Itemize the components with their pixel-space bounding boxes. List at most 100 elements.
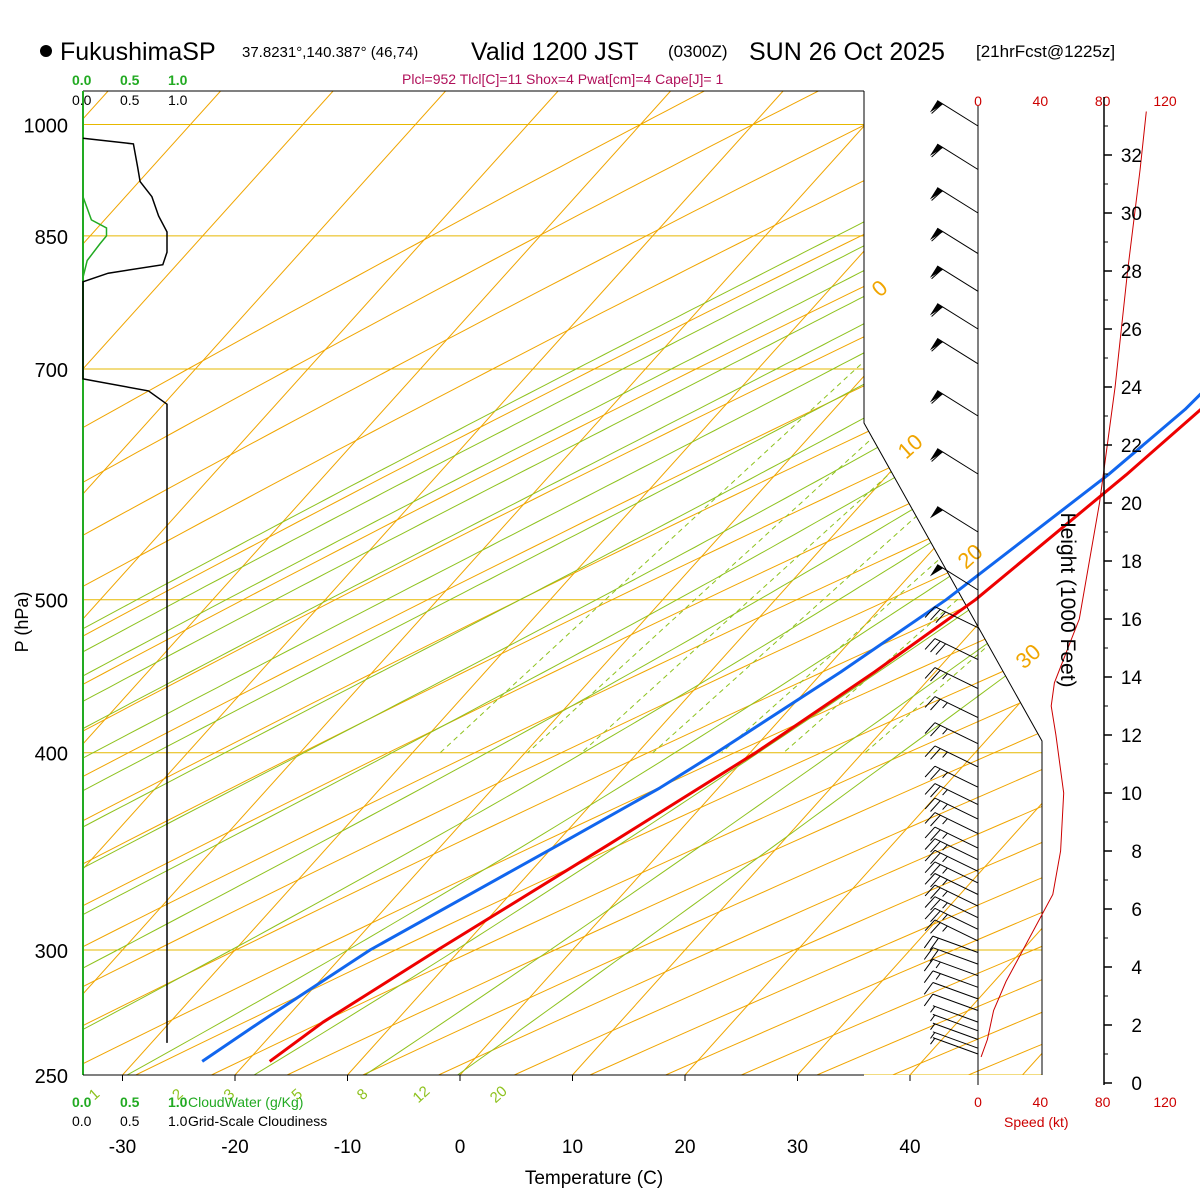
- wind-barb-feather: [923, 982, 934, 995]
- wind-barb-half-feather: [942, 856, 948, 863]
- chart-header: FukushimaSP 37.8231°,140.387° (46,74) Va…: [40, 38, 1115, 87]
- wind-barb-half-feather: [942, 925, 948, 932]
- wind-barb-half-feather: [942, 789, 948, 796]
- sounding-indices: Plcl=952 Tlcl[C]=11 Shox=4 Pwat[cm]=4 Ca…: [402, 71, 723, 87]
- wind-barb: [923, 935, 979, 953]
- temperature-tick-label: 10: [562, 1137, 583, 1158]
- wind-barb: [924, 722, 979, 745]
- wind-barb-flag: [929, 187, 944, 200]
- wind-barb-staff: [934, 722, 979, 745]
- wind-barb: [924, 884, 979, 907]
- wind-barb-feather: [929, 937, 939, 951]
- height-tick-label: 12: [1121, 726, 1142, 747]
- wind-barb-half-feather: [930, 1038, 936, 1045]
- moist-adiabat-line: [83, 91, 1042, 1075]
- wind-barb-half-feather: [942, 728, 948, 735]
- wind-barb-feather: [931, 306, 943, 317]
- isotherm-line: [83, 91, 446, 1075]
- isotherm-line: [83, 91, 896, 1075]
- wind-barb-staff: [934, 849, 979, 872]
- forecast-info: [21hrFcst@1225z]: [976, 42, 1115, 61]
- wind-barb-feather: [924, 722, 936, 734]
- wind-barb-feather: [930, 669, 941, 682]
- wind-barb-feather: [924, 783, 936, 795]
- wind-barb: [924, 896, 979, 919]
- wind-barb-feather: [930, 748, 941, 760]
- wind-barb-flag: [929, 506, 944, 519]
- valid-time: Valid 1200 JST: [471, 38, 639, 66]
- pressure-tick-label: 700: [35, 360, 68, 382]
- wind-barb: [929, 227, 979, 255]
- height-tick-label: 26: [1121, 320, 1142, 341]
- wind-barb-half-feather: [930, 1014, 936, 1022]
- isotherm-line: [1022, 91, 1042, 1075]
- wind-barb: [929, 143, 979, 170]
- wind-barb-feather: [930, 800, 941, 812]
- wind-barb-feather: [930, 864, 941, 876]
- moist-adiabat-line: [364, 91, 1042, 1075]
- height-tick-label: 14: [1121, 668, 1143, 689]
- wind-barb-staff: [937, 227, 979, 255]
- wind-barb-feather: [923, 947, 934, 960]
- wind-barb-flag: [929, 390, 944, 403]
- wind-barb-staff: [937, 390, 979, 417]
- wind-barb-feather: [930, 852, 941, 865]
- moist-adiabat-line: [83, 91, 1042, 1075]
- wind-barb: [924, 783, 979, 806]
- wind-barb-flag: [929, 303, 944, 316]
- wind-barb-flag: [929, 448, 944, 461]
- dry-adiabat-line: [816, 91, 1042, 1075]
- wind-barb: [924, 696, 979, 719]
- wind-barb-flag: [929, 265, 944, 278]
- dry-adiabat-line: [83, 91, 1042, 1075]
- wind-barb: [923, 970, 979, 988]
- wind-barb: [930, 1022, 979, 1040]
- height-tick-label: 30: [1121, 204, 1142, 225]
- wind-barb-feather: [924, 667, 936, 679]
- wind-barb-flag: [929, 100, 944, 113]
- cloudiness-tick-bottom: 0.5: [120, 1113, 140, 1129]
- wind-barb-feather: [924, 826, 936, 839]
- grid-clip-group: [83, 91, 1200, 1075]
- wind-barb-staff: [934, 696, 979, 719]
- wind-barb-half-feather: [930, 1032, 936, 1039]
- isotherm-line: [347, 91, 1042, 1075]
- wind-barb-feather: [931, 451, 943, 462]
- isotherm-line: [684, 91, 1042, 1075]
- isotherm-line: [1135, 91, 1200, 1075]
- wind-barb-feather: [930, 910, 941, 923]
- wind-barb-staff: [937, 187, 979, 214]
- height-tick-label: 0: [1131, 1074, 1142, 1095]
- wind-barb-feather: [930, 898, 941, 911]
- valid-date: SUN 26 Oct 2025: [749, 38, 945, 66]
- dry-adiabat-line: [83, 91, 1042, 1075]
- speed-tick-top: 80: [1095, 93, 1111, 109]
- moist-adiabat-line: [253, 91, 1042, 1075]
- wind-barb-feather: [924, 838, 936, 850]
- wind-barb-feather: [930, 829, 941, 841]
- height-tick-label: 28: [1121, 262, 1142, 283]
- wind-barb: [929, 303, 979, 330]
- y-axis-title: P (hPa): [12, 592, 32, 653]
- isotherm-line: [83, 91, 221, 1075]
- wind-barb-half-feather: [942, 771, 948, 779]
- station-name: FukushimaSP: [60, 38, 216, 66]
- wind-barb-flag: [929, 228, 944, 240]
- wind-barb-staff: [932, 982, 979, 1000]
- moist-adiabat-line: [83, 91, 1042, 1075]
- wind-barb-feather: [924, 861, 936, 874]
- cloud-water-tick-bottom: 1.0: [168, 1094, 188, 1110]
- wind-barb: [929, 506, 979, 533]
- wind-barb-feather: [924, 907, 936, 920]
- cloud-water-tick-bottom: 0.0: [72, 1094, 92, 1110]
- wind-barb-staff: [932, 993, 979, 1011]
- wind-barb: [923, 993, 979, 1011]
- wind-barb-flag: [929, 564, 944, 577]
- dry-adiabat-line: [135, 91, 1042, 1075]
- dry-adiabat-line: [83, 91, 1042, 1075]
- plot-frame: [83, 90, 1043, 1075]
- moist-adiabat-line: [83, 91, 1042, 1075]
- height-tick-label: 32: [1121, 146, 1142, 167]
- speed-tick-bottom: 120: [1153, 1094, 1177, 1110]
